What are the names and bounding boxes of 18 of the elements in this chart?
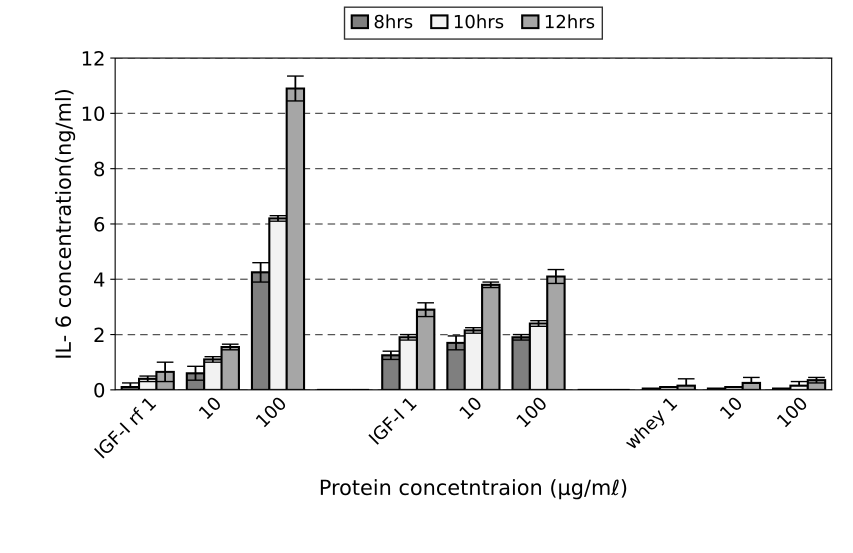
x-tick-label: 10	[458, 396, 482, 420]
y-tick-label: 10	[82, 106, 104, 122]
x-tick-label: 100	[255, 396, 288, 428]
y-axis-title: IL- 6 concentration(ng/ml)	[54, 90, 76, 358]
y-tick-label: 6	[94, 216, 104, 232]
y-tick-label: 0	[94, 382, 104, 398]
x-tick-label: 100	[516, 396, 548, 428]
y-tick-label: 2	[94, 328, 104, 342]
y-tick-label: 8	[94, 162, 104, 176]
x-tick-label: 10	[198, 396, 222, 420]
x-tick-label: 100	[776, 396, 808, 428]
legend-label: 10hrs	[454, 14, 504, 28]
legend-label: 12hrs	[546, 14, 594, 28]
y-tick-label: 4	[94, 272, 104, 287]
legend-label: 8hrs	[374, 14, 412, 28]
x-axis-title: Protein concetntraion (μg/mℓ)	[320, 479, 626, 500]
x-tick-label: 10	[719, 396, 743, 420]
y-tick-label: 12	[82, 51, 104, 66]
